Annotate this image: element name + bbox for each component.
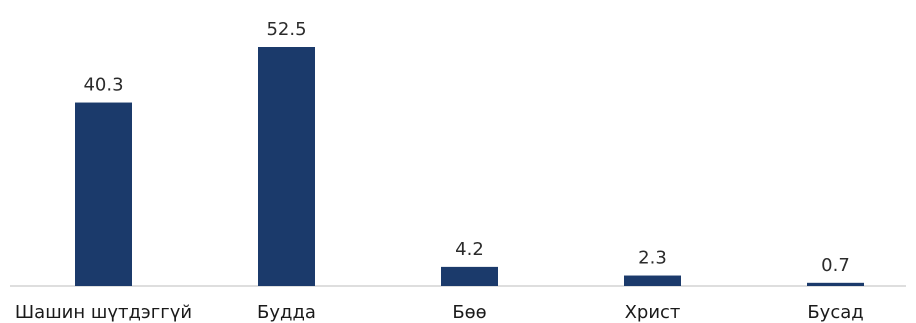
category-label-1: Будда [257, 302, 316, 323]
value-label-0: 40.3 [83, 75, 123, 96]
category-label-2: Бөө [452, 302, 486, 323]
category-label-3: Христ [625, 302, 681, 323]
category-label-0: Шашин шүтдэггүй [15, 302, 192, 323]
value-label-1: 52.5 [266, 19, 306, 40]
bar-1 [258, 47, 315, 286]
bars-group [75, 47, 864, 286]
bar-2 [441, 266, 498, 286]
value-labels-group: 40.3 52.5 4.2 2.3 0.7 [83, 19, 849, 276]
value-label-3: 2.3 [638, 248, 667, 269]
bar-4 [807, 282, 864, 286]
value-label-4: 0.7 [821, 255, 850, 276]
category-label-4: Бусад [807, 302, 863, 323]
category-labels-group: Шашин шүтдэггүй Будда Бөө Христ Бусад [15, 302, 864, 323]
value-label-2: 4.2 [455, 239, 484, 260]
bar-3 [624, 275, 681, 286]
bar-0 [75, 102, 132, 286]
